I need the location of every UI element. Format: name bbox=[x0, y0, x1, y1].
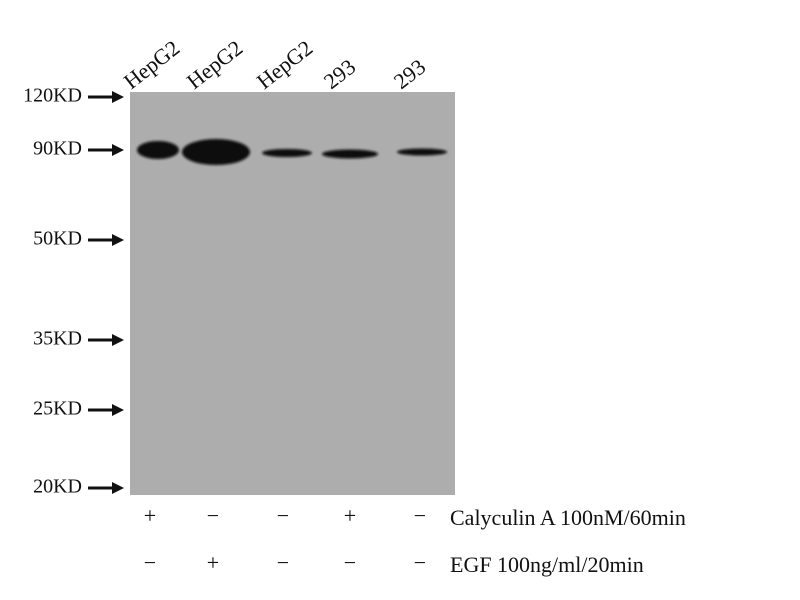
bands bbox=[137, 139, 447, 165]
band bbox=[137, 141, 179, 159]
lane-label: 293 bbox=[389, 54, 430, 94]
treatment-sign: − bbox=[344, 550, 356, 575]
marker-arrowhead bbox=[112, 404, 124, 416]
marker-label: 35KD bbox=[33, 328, 82, 350]
treatment-sign: − bbox=[277, 550, 289, 575]
marker-arrowhead bbox=[112, 91, 124, 103]
lane-label: HepG2 bbox=[252, 35, 317, 94]
marker-label: 20KD bbox=[33, 476, 82, 498]
marker-label: 50KD bbox=[33, 228, 82, 250]
treatment-sign: − bbox=[277, 503, 289, 528]
blot-membrane bbox=[130, 92, 455, 495]
treatment-sign: − bbox=[144, 550, 156, 575]
band bbox=[397, 148, 447, 156]
marker-arrowhead bbox=[112, 482, 124, 494]
treatment-label: EGF 100ng/ml/20min bbox=[450, 552, 644, 577]
marker-label: 25KD bbox=[33, 398, 82, 420]
band bbox=[182, 139, 250, 165]
lane-label: 293 bbox=[319, 54, 360, 94]
marker-arrowhead bbox=[112, 234, 124, 246]
treatment-sign: − bbox=[414, 503, 426, 528]
marker-label: 90KD bbox=[33, 138, 82, 160]
marker-arrowhead bbox=[112, 334, 124, 346]
treatment-sign: − bbox=[414, 550, 426, 575]
treatment-label: Calyculin A 100nM/60min bbox=[450, 505, 686, 530]
marker-label: 120KD bbox=[23, 85, 82, 107]
treatment-sign: + bbox=[144, 503, 156, 528]
treatment-sign: + bbox=[207, 550, 219, 575]
treatment-sign: + bbox=[344, 503, 356, 528]
marker-arrowhead bbox=[112, 144, 124, 156]
treatment-sign: − bbox=[207, 503, 219, 528]
lane-label: HepG2 bbox=[182, 35, 247, 94]
lane-label: HepG2 bbox=[119, 35, 184, 94]
band bbox=[262, 149, 312, 157]
band bbox=[322, 149, 378, 159]
